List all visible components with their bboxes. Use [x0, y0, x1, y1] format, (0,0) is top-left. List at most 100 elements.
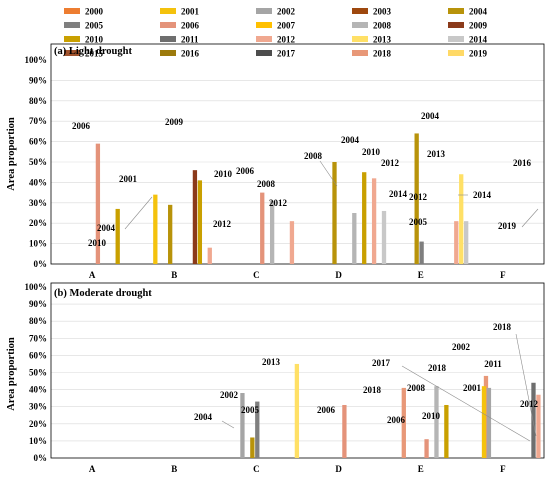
legend-swatch-2000 [64, 8, 80, 14]
legend-swatch-2015 [64, 50, 80, 56]
data-label-E-2008: 2008 [407, 383, 426, 393]
data-label-E-2004: 2004 [421, 111, 440, 121]
bar-C-2005 [255, 401, 260, 458]
legend-label-2006: 2006 [181, 21, 200, 31]
data-label-D-2012: 2012 [381, 158, 400, 168]
bar-E-2012 [454, 221, 459, 264]
y-tick-label: 30% [29, 402, 47, 412]
y-tick-label: 10% [29, 239, 47, 249]
panel-title: (a) Light drought [54, 46, 132, 57]
data-label-E-2014: 2014 [473, 190, 492, 200]
data-label-D-2018: 2018 [363, 385, 382, 395]
legend-label-2009: 2009 [469, 21, 488, 31]
bar-C-2002 [240, 393, 245, 458]
category-label-A: A [89, 464, 96, 474]
plot-frame [50, 43, 545, 265]
y-tick-label: 40% [29, 177, 47, 187]
y-tick-label: 60% [29, 137, 47, 147]
legend-label-2015: 2015 [85, 49, 104, 59]
y-tick-label: 40% [29, 385, 47, 395]
legend-label-2012: 2012 [277, 35, 296, 45]
legend-label-2002: 2002 [277, 7, 296, 17]
data-label-C-2006: 2006 [236, 166, 255, 176]
data-label-E-2005: 2005 [409, 217, 428, 227]
category-label-B: B [171, 270, 177, 280]
data-label-A-2010: 2010 [88, 238, 107, 248]
data-label-C-2008: 2008 [257, 179, 276, 189]
legend-label-2001: 2001 [181, 7, 200, 17]
data-label-F-2016: 2016 [513, 158, 532, 168]
bar-B-2004 [168, 204, 173, 264]
legend-swatch-2008 [352, 22, 368, 28]
bar-F-2011 [531, 382, 536, 458]
legend-swatch-2011 [160, 36, 176, 42]
legend-label-2017: 2017 [277, 49, 296, 59]
bar-C-2012 [289, 221, 295, 264]
category-label-C: C [253, 270, 260, 280]
data-label-F-2011: 2011 [484, 359, 502, 369]
data-label-D-2010: 2010 [362, 147, 381, 157]
legend-swatch-2012 [256, 36, 272, 42]
data-label-B-2009: 2009 [165, 117, 184, 127]
category-label-F: F [500, 270, 506, 280]
data-label-B-2001: 2001 [119, 174, 138, 184]
bar-D-2012 [371, 178, 377, 264]
data-label-B-2004: 2004 [97, 223, 116, 233]
bar-F-2001 [481, 386, 487, 458]
y-tick-label: 100% [25, 55, 48, 65]
data-label-F-2002: 2002 [452, 342, 471, 352]
bar-B-2001 [153, 194, 158, 264]
data-label-E-2012: 2012 [409, 192, 428, 202]
y-axis-label: Area proportion [6, 117, 17, 191]
leader-D-2008 [319, 160, 338, 187]
legend-swatch-2018 [352, 50, 368, 56]
legend-label-2000: 2000 [85, 7, 104, 17]
category-label-B: B [171, 464, 177, 474]
legend-swatch-2014 [448, 36, 464, 42]
leader-C-2004 [221, 420, 235, 429]
data-label-D-2014: 2014 [389, 189, 408, 199]
category-label-A: A [89, 270, 96, 280]
bar-A-2006 [95, 143, 101, 264]
data-label-C-2004: 2004 [194, 412, 213, 422]
bar-B-2012 [207, 247, 212, 264]
legend-label-2016: 2016 [181, 49, 200, 59]
category-label-C: C [253, 464, 260, 474]
legend-swatch-2016 [160, 50, 176, 56]
category-label-F: F [500, 464, 506, 474]
legend-label-2019: 2019 [469, 49, 488, 59]
leader-F-2018 [515, 333, 537, 437]
y-tick-label: 60% [29, 350, 47, 360]
bar-E-2010 [444, 404, 449, 458]
y-tick-label: 80% [29, 96, 47, 106]
legend-label-2013: 2013 [373, 35, 392, 45]
bar-D-2010 [362, 172, 367, 264]
y-axis-label: Area proportion [6, 337, 17, 411]
data-label-C-2013: 2013 [262, 357, 281, 367]
category-label-D: D [335, 464, 342, 474]
y-tick-label: 20% [29, 419, 47, 429]
y-tick-label: 70% [29, 333, 47, 343]
legend-label-2008: 2008 [373, 21, 392, 31]
bar-D-2006 [342, 404, 347, 458]
bar-E-2013 [459, 174, 464, 264]
bar-A-2010 [115, 208, 120, 264]
data-label-F-2017: 2017 [372, 358, 391, 368]
y-tick-label: 90% [29, 299, 47, 309]
bar-C-2013 [294, 363, 300, 458]
y-tick-label: 80% [29, 316, 47, 326]
y-tick-label: 0% [34, 259, 48, 269]
legend-swatch-2006 [160, 22, 176, 28]
bar-E-2004 [414, 133, 419, 264]
category-label-D: D [335, 270, 342, 280]
panel-title: (b) Moderate drought [54, 288, 152, 299]
data-label-B-2010: 2010 [214, 169, 233, 179]
bar-E-2006 [424, 439, 429, 458]
category-label-E: E [418, 270, 424, 280]
bar-D-2004 [332, 162, 337, 264]
data-label-E-2006: 2006 [387, 415, 406, 425]
legend-swatch-2010 [64, 36, 80, 42]
legend-swatch-2002 [256, 8, 272, 14]
data-label-A-2006: 2006 [72, 121, 91, 131]
